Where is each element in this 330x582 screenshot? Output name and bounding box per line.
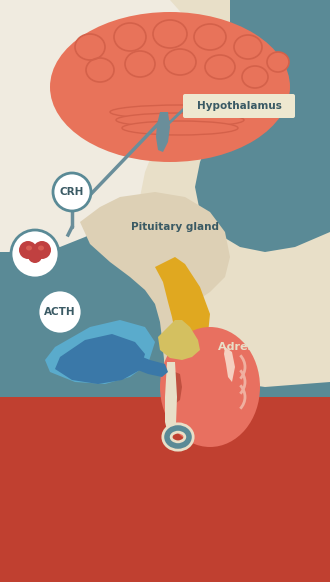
Ellipse shape [267,52,289,72]
Ellipse shape [114,23,146,51]
Polygon shape [0,397,330,582]
Ellipse shape [153,20,187,48]
Polygon shape [156,112,170,152]
Ellipse shape [194,24,226,50]
Text: Pituitary gland: Pituitary gland [131,222,219,232]
Polygon shape [80,192,230,387]
Text: ACTH: ACTH [44,307,76,317]
Ellipse shape [242,66,268,88]
Ellipse shape [122,121,238,135]
Circle shape [11,230,59,278]
Polygon shape [158,320,200,360]
Circle shape [53,173,91,211]
Circle shape [277,0,313,25]
Circle shape [19,241,37,259]
Text: CRH: CRH [60,187,84,197]
Polygon shape [55,334,145,384]
Text: Cortisol: Cortisol [221,281,275,293]
Ellipse shape [26,246,32,250]
Polygon shape [0,222,330,582]
Text: Adrenal gland: Adrenal gland [218,342,306,352]
Ellipse shape [75,34,105,60]
Polygon shape [224,347,235,382]
Polygon shape [155,257,210,352]
Polygon shape [158,207,184,407]
Polygon shape [195,0,330,252]
Polygon shape [0,0,205,272]
Ellipse shape [38,246,44,250]
Ellipse shape [160,327,260,447]
Polygon shape [168,372,182,404]
Ellipse shape [110,105,250,119]
Ellipse shape [164,49,196,75]
Circle shape [292,0,324,16]
Circle shape [38,290,82,334]
Polygon shape [45,320,155,384]
Text: Hypothalamus: Hypothalamus [197,101,281,111]
Ellipse shape [28,249,42,263]
Ellipse shape [86,58,114,82]
Circle shape [301,8,329,36]
Ellipse shape [234,35,262,59]
Ellipse shape [125,51,155,77]
Ellipse shape [116,113,244,127]
Circle shape [33,241,51,259]
Polygon shape [120,352,168,377]
Polygon shape [165,362,177,437]
Ellipse shape [205,55,235,79]
Ellipse shape [50,12,290,162]
FancyBboxPatch shape [183,94,295,118]
